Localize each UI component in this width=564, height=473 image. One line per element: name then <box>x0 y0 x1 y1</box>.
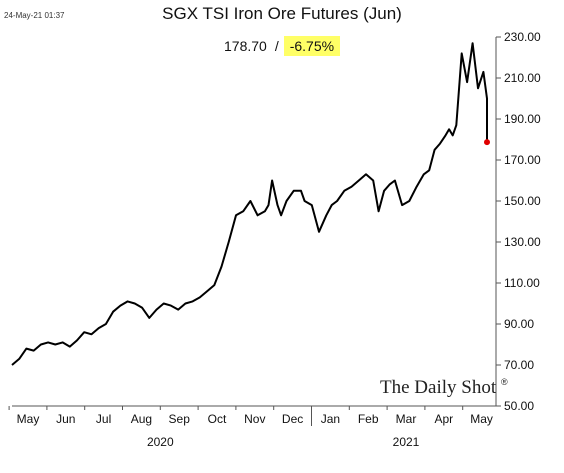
brand-registered-mark: ® <box>501 377 508 387</box>
x-axis: May Jun Jul Aug Sep Oct Nov Dec Jan Feb Mar Apr May 2… <box>8 405 496 449</box>
x-tick-label: Feb <box>358 412 379 426</box>
y-axis: 50.00 70.00 90.00 110.00 130.00 150.00 170.00 1… <box>495 30 541 413</box>
x-tick-label: Aug <box>131 412 152 426</box>
y-tick-label: 190.00 <box>504 112 541 126</box>
last-value: 178.70 <box>224 38 267 54</box>
x-tick-label: Dec <box>282 412 303 426</box>
x-tick-label: Oct <box>208 412 227 426</box>
x-tick-label: Apr <box>434 412 453 426</box>
y-tick-label: 90.00 <box>504 317 534 331</box>
y-tick-label: 70.00 <box>504 358 534 372</box>
x-tick-label: Jun <box>56 412 75 426</box>
year-label: 2020 <box>147 435 174 449</box>
chart-title: SGX TSI Iron Ore Futures (Jun) <box>162 4 402 23</box>
y-tick-label: 210.00 <box>504 71 541 85</box>
x-tick-label: Mar <box>396 412 417 426</box>
series-line <box>11 42 488 366</box>
y-tick-label: 50.00 <box>504 399 534 413</box>
readout-separator: / <box>274 38 279 54</box>
x-tick-label: May <box>17 412 40 426</box>
brand-text: The Daily Shot <box>380 377 497 398</box>
last-value-readout: 178.70 /-6.75% <box>224 36 341 56</box>
x-tick-label: Sep <box>169 412 191 426</box>
y-tick-label: 230.00 <box>504 30 541 44</box>
change-badge: -6.75% <box>283 36 341 56</box>
x-tick-label: Jul <box>96 412 111 426</box>
brand-logo: The Daily Shot ® <box>380 377 508 398</box>
x-tick-label: Nov <box>244 412 265 426</box>
x-tick-label: Jan <box>321 412 340 426</box>
last-point-marker <box>484 139 490 146</box>
year-label: 2021 <box>393 435 420 449</box>
y-tick-label: 150.00 <box>504 194 541 208</box>
y-tick-label: 170.00 <box>504 153 541 167</box>
x-tick-label: May <box>470 412 493 426</box>
series-layer <box>11 42 490 366</box>
timestamp: 24-May-21 01:37 <box>4 11 65 20</box>
y-tick-label: 130.00 <box>504 235 541 249</box>
y-tick-label: 110.00 <box>504 276 540 290</box>
